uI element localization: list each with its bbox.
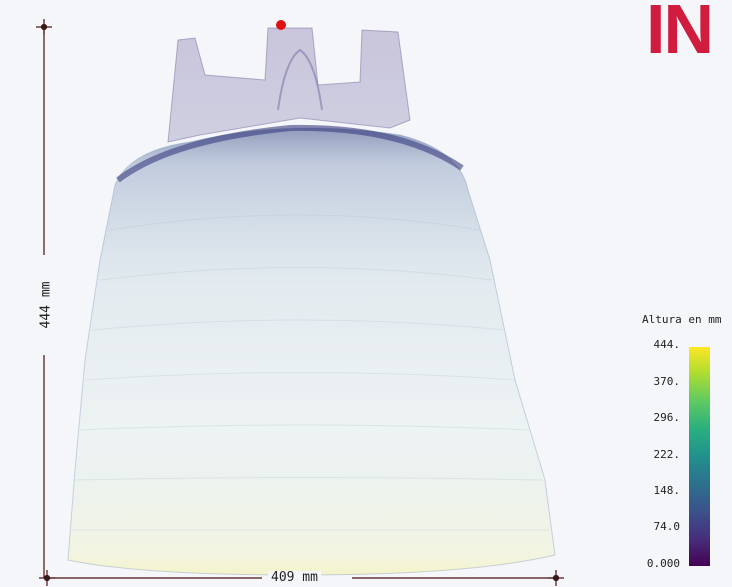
legend-title: Altura en mm xyxy=(642,313,722,326)
brand-logo-text: IN xyxy=(646,2,714,60)
selected-point-marker[interactable] xyxy=(276,20,286,30)
legend-tick: 222. xyxy=(653,448,681,461)
legend-tick: 0.000 xyxy=(646,557,680,570)
legend-tick: 296. xyxy=(653,411,681,424)
width-dimension-line xyxy=(39,570,564,586)
point-cloud-top-structure xyxy=(167,27,411,143)
legend-tick: 74.0 xyxy=(653,520,681,533)
legend-tick: 444. xyxy=(653,338,681,351)
brand-logo: IN xyxy=(646,2,732,60)
height-dimension-label: 444 mm xyxy=(39,278,54,332)
height-dimension-line xyxy=(36,19,52,578)
legend-tick: 370. xyxy=(653,375,681,388)
legend-tick: 148. xyxy=(653,484,681,497)
point-cloud xyxy=(67,20,556,576)
width-dimension-label: 409 mm xyxy=(268,571,321,584)
point-cloud-body xyxy=(67,127,556,576)
legend-colorbar xyxy=(689,347,710,566)
point-cloud-rim xyxy=(116,124,464,183)
